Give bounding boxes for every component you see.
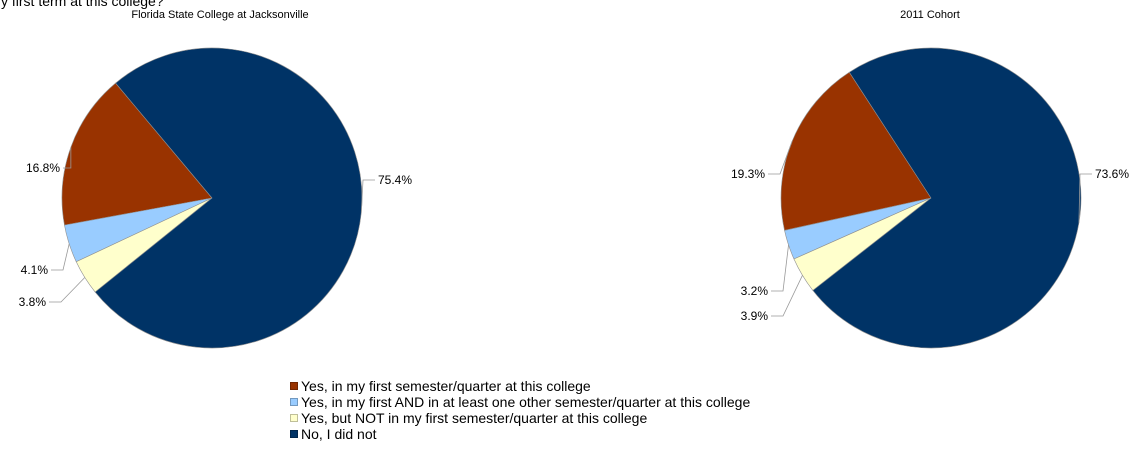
data-label: 16.8% xyxy=(26,161,60,175)
legend-item: Yes, in my first semester/quarter at thi… xyxy=(290,378,750,394)
pie-title-cohort: 2011 Cohort xyxy=(900,9,960,21)
data-label: 3.8% xyxy=(19,295,47,309)
label-leader-line xyxy=(768,141,793,175)
data-label: 3.9% xyxy=(741,309,769,323)
survey-question-text: y first term at this college? xyxy=(1,0,164,9)
label-leader-line xyxy=(1078,173,1092,223)
pie-slice xyxy=(61,82,213,226)
data-label: 3.2% xyxy=(741,284,769,298)
legend-swatch xyxy=(290,414,298,422)
legend-label: Yes, but NOT in my first semester/quarte… xyxy=(301,410,648,426)
pie-title-college: Florida State College at Jacksonville xyxy=(131,9,309,21)
legend-swatch xyxy=(290,430,298,438)
data-label: 73.6% xyxy=(1095,167,1129,181)
legend-swatch xyxy=(290,398,298,406)
data-label: 19.3% xyxy=(731,167,765,181)
legend-swatch xyxy=(290,382,298,390)
data-label: 75.4% xyxy=(378,173,412,187)
legend-label: Yes, in my first semester/quarter at thi… xyxy=(301,378,591,394)
legend-item: Yes, in my first AND in at least one oth… xyxy=(290,394,750,410)
chart-legend: Yes, in my first semester/quarter at thi… xyxy=(290,378,750,442)
legend-item: No, I did not xyxy=(290,426,750,442)
legend-label: Yes, in my first AND in at least one oth… xyxy=(301,394,751,410)
legend-label: No, I did not xyxy=(301,426,377,442)
label-leader-line xyxy=(360,179,375,213)
legend-item: Yes, but NOT in my first semester/quarte… xyxy=(290,410,750,426)
pie-slice xyxy=(94,47,363,349)
data-label: 4.1% xyxy=(21,263,49,277)
label-leader-line xyxy=(771,275,803,317)
label-leader-line xyxy=(771,244,789,292)
label-leader-line xyxy=(51,243,70,271)
label-leader-line xyxy=(49,277,86,303)
label-leader-line xyxy=(63,147,72,169)
